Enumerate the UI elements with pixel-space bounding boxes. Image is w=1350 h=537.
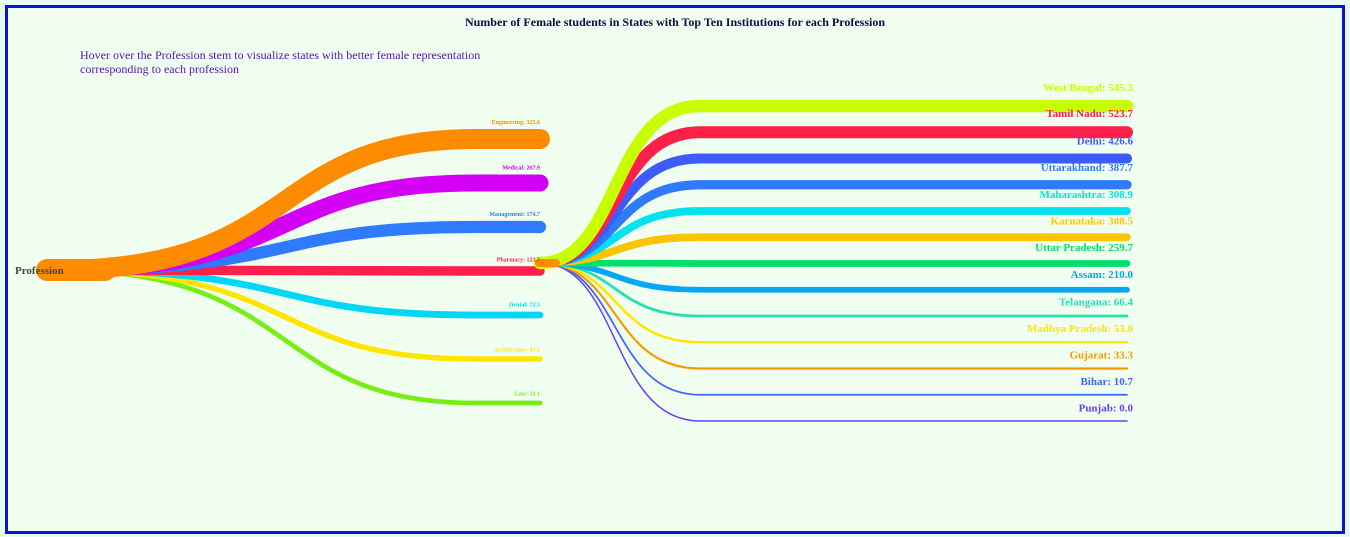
label-delhi: Delhi: 426.6: [1077, 135, 1134, 147]
label-tamil-nadu: Tamil Nadu: 523.7: [1046, 108, 1133, 120]
label-pharmacy: Pharmacy: 123.5: [497, 257, 540, 263]
branch-assam[interactable]: [537, 260, 1130, 293]
nodes: [36, 259, 560, 281]
label-uttar-pradesh: Uttar Pradesh: 259.7: [1035, 242, 1133, 254]
label-assam: Assam: 210.0: [1071, 269, 1134, 281]
branch-law[interactable]: [52, 267, 543, 406]
label-law: Law: 32.1: [515, 392, 540, 398]
label-punjab: Punjab: 0.0: [1079, 402, 1134, 414]
label-karnataka: Karnataka: 308.5: [1051, 215, 1134, 227]
branch-bihar[interactable]: [539, 262, 1128, 396]
label-bihar: Bihar: 10.7: [1080, 376, 1133, 388]
labels: Profession Engineering: 325.0 Medical: 267…: [15, 82, 1134, 415]
label-medical: Medical: 267.9: [502, 165, 540, 171]
branch-punjab[interactable]: [539, 262, 1128, 422]
label-west-bengal: West Bengal: 545.3: [1043, 82, 1133, 94]
label-architecture: Architecture: 47.2: [494, 347, 540, 353]
label-dental: Dental: 72.5: [509, 303, 540, 309]
profession-links: [45, 129, 550, 406]
state-links: [533, 99, 1134, 422]
chart-subtitle: Hover over the Profession stem to visual…: [80, 48, 481, 76]
label-telangana: Telangana: 66.4: [1059, 297, 1134, 309]
branch-gujarat[interactable]: [538, 261, 1129, 370]
label-maharashtra: Maharashtra: 308.9: [1040, 189, 1134, 201]
branch-west-bengal[interactable]: [533, 99, 1134, 270]
root-label: Profession: [15, 265, 64, 277]
label-madhya-pradesh: Madhya Pradesh: 53.0: [1027, 323, 1134, 335]
branch-engineering[interactable]: [45, 129, 550, 280]
label-gujarat: Gujarat: 33.3: [1069, 349, 1133, 361]
chart-title: Number of Female students in States with…: [464, 15, 886, 29]
branch-uttar-pradesh[interactable]: [536, 259, 1131, 267]
label-engineering: Engineering: 325.0: [492, 120, 540, 126]
label-uttarakhand: Uttarakhand: 387.7: [1041, 162, 1134, 174]
label-management: Management: 174.7: [489, 212, 540, 218]
